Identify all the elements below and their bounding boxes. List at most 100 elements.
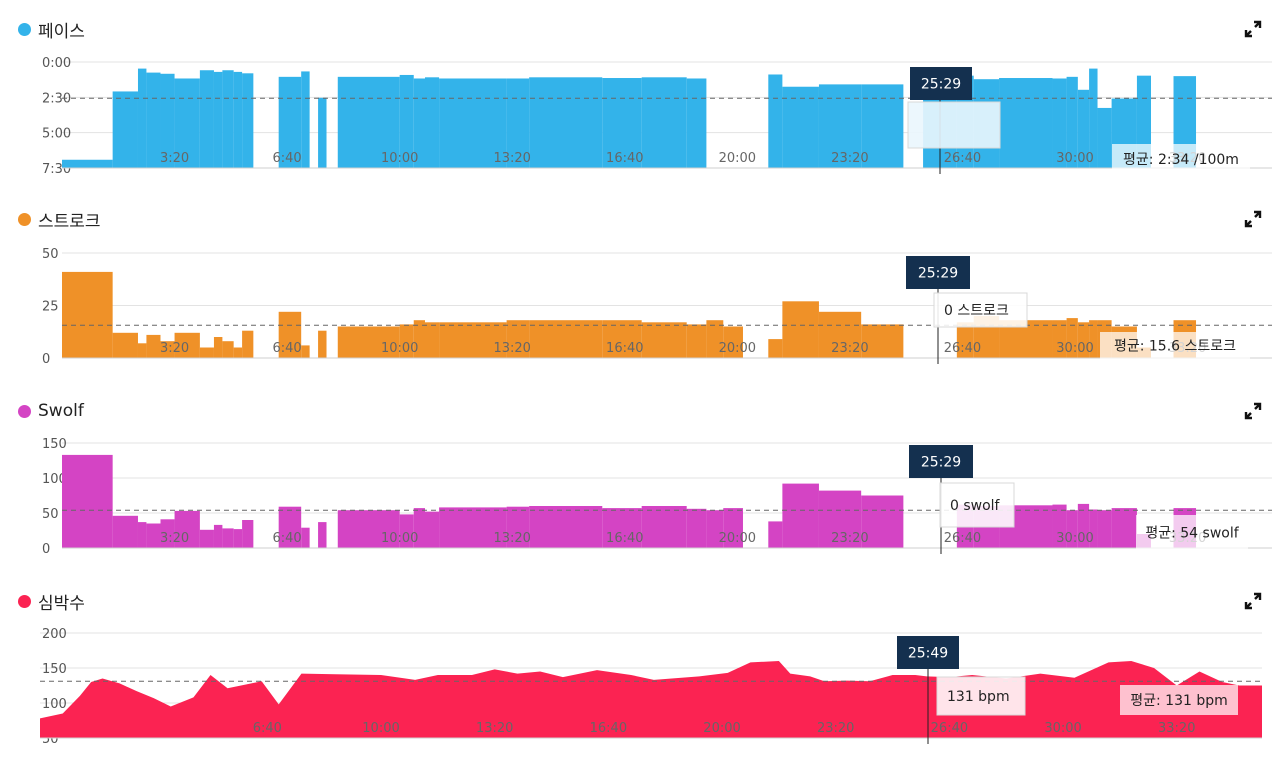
bar[interactable] <box>529 320 603 358</box>
bar[interactable] <box>1052 504 1067 548</box>
bar[interactable] <box>174 332 200 358</box>
expand-icon[interactable] <box>1244 402 1262 420</box>
bar[interactable] <box>213 71 223 168</box>
bar[interactable] <box>174 78 200 168</box>
bar[interactable] <box>146 334 161 358</box>
bar[interactable] <box>337 76 400 168</box>
bar[interactable] <box>768 521 783 548</box>
bar[interactable] <box>199 347 214 359</box>
bar[interactable] <box>199 70 214 168</box>
bar[interactable] <box>213 337 223 358</box>
bar[interactable] <box>1077 503 1090 548</box>
bar[interactable] <box>439 78 507 168</box>
bar[interactable] <box>506 78 530 168</box>
bar[interactable] <box>62 454 113 548</box>
bar[interactable] <box>1052 78 1067 168</box>
bar[interactable] <box>1089 320 1098 358</box>
bar[interactable] <box>602 508 642 548</box>
bar[interactable] <box>602 78 642 168</box>
chart-svg-pace[interactable]: 0:002:305:007:303:20 6:40 10:00 13:20 16:40 2… <box>0 40 1280 180</box>
bar[interactable] <box>242 73 254 168</box>
bar[interactable] <box>160 73 175 168</box>
bar[interactable] <box>1066 76 1078 168</box>
bar[interactable] <box>301 345 310 358</box>
bar[interactable] <box>686 78 707 168</box>
bar[interactable] <box>686 508 707 548</box>
bar[interactable] <box>706 510 724 548</box>
bar[interactable] <box>1066 510 1078 548</box>
bar[interactable] <box>222 528 234 548</box>
bar[interactable] <box>686 324 707 358</box>
bar[interactable] <box>1097 107 1112 168</box>
bar[interactable] <box>723 326 743 359</box>
bar[interactable] <box>233 71 243 168</box>
bar[interactable] <box>723 508 743 548</box>
bar[interactable] <box>278 311 302 358</box>
bar[interactable] <box>318 522 327 548</box>
bar[interactable] <box>137 68 147 168</box>
bar[interactable] <box>641 322 687 358</box>
bar[interactable] <box>641 506 687 548</box>
chart-svg-stroke[interactable]: 50 25 0 3:20 6:40 10:00 13:20 16:40 20:00 23:20 26… <box>0 235 1280 375</box>
expand-icon[interactable] <box>1244 592 1262 610</box>
bar[interactable] <box>439 507 507 548</box>
bar[interactable] <box>399 514 414 548</box>
bar[interactable] <box>1052 320 1067 358</box>
bar[interactable] <box>413 320 425 358</box>
bar[interactable] <box>112 515 138 548</box>
bar[interactable] <box>278 76 302 168</box>
bar[interactable] <box>425 322 440 358</box>
bar[interactable] <box>506 506 530 548</box>
bar[interactable] <box>242 520 254 548</box>
bar[interactable] <box>818 311 862 358</box>
chart-svg-swolf[interactable]: 150 100 50 0 3:20 6:40 10:00 13:20 16:40 20:00 23:… <box>0 425 1280 565</box>
bar[interactable] <box>301 527 310 548</box>
bar[interactable] <box>199 529 214 548</box>
bar[interactable] <box>1111 508 1137 548</box>
bar[interactable] <box>956 322 974 358</box>
bar[interactable] <box>222 341 234 358</box>
bar[interactable] <box>233 347 243 359</box>
bar[interactable] <box>602 320 642 358</box>
expand-icon[interactable] <box>1244 210 1262 228</box>
bar[interactable] <box>413 78 425 168</box>
bar[interactable] <box>506 320 530 358</box>
bar[interactable] <box>146 72 161 168</box>
bar[interactable] <box>425 511 440 548</box>
bar[interactable] <box>62 271 113 358</box>
bar[interactable] <box>399 324 414 358</box>
bar[interactable] <box>641 77 687 168</box>
bar[interactable] <box>1097 510 1112 548</box>
bar[interactable] <box>318 330 327 358</box>
bar[interactable] <box>112 332 138 358</box>
bar[interactable] <box>439 322 507 358</box>
bar[interactable] <box>768 339 783 358</box>
bar[interactable] <box>1077 89 1090 168</box>
bar[interactable] <box>399 74 414 168</box>
expand-icon[interactable] <box>1244 20 1262 38</box>
bar[interactable] <box>137 522 147 548</box>
bar[interactable] <box>174 510 200 548</box>
bar[interactable] <box>278 506 302 548</box>
bar[interactable] <box>337 326 400 359</box>
bar[interactable] <box>706 320 724 358</box>
bar[interactable] <box>782 86 819 168</box>
bar[interactable] <box>242 330 254 358</box>
bar[interactable] <box>413 508 425 548</box>
bar[interactable] <box>137 343 147 358</box>
bar[interactable] <box>160 341 175 358</box>
bar[interactable] <box>233 529 243 548</box>
bar[interactable] <box>112 91 138 168</box>
bar[interactable] <box>782 483 819 548</box>
bar[interactable] <box>1077 322 1090 358</box>
bar[interactable] <box>861 324 904 358</box>
bar[interactable] <box>318 97 327 168</box>
bar[interactable] <box>146 523 161 549</box>
bar[interactable] <box>222 70 234 168</box>
bar[interactable] <box>1089 68 1098 168</box>
bar[interactable] <box>782 301 819 358</box>
bar[interactable] <box>529 506 603 548</box>
bar[interactable] <box>999 78 1053 168</box>
bar[interactable] <box>160 519 175 548</box>
